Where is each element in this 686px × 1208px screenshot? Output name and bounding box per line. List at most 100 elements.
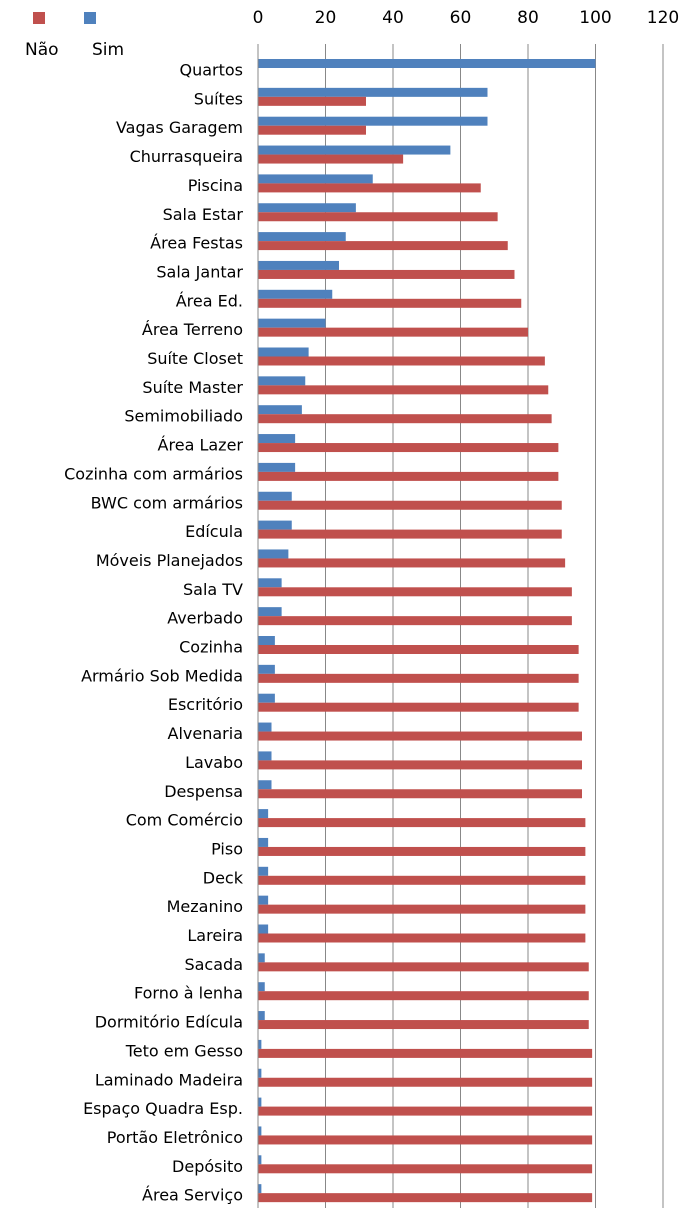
y-tick-label: Suítes — [194, 89, 243, 108]
y-tick-label: Suíte Closet — [147, 349, 243, 368]
bar — [258, 232, 346, 242]
y-tick-label: Piscina — [188, 176, 243, 195]
bar — [258, 982, 265, 992]
bar — [258, 1020, 589, 1030]
bar — [258, 203, 356, 213]
y-tick-label: Vagas Garagem — [116, 118, 243, 137]
bar — [258, 87, 488, 97]
bar — [258, 722, 272, 732]
bar — [258, 636, 275, 645]
y-tick-label: Sala Estar — [163, 205, 244, 224]
y-tick-label: Dormitório Edícula — [95, 1013, 243, 1032]
y-tick-label: Área Festas — [150, 234, 243, 253]
bar — [258, 183, 481, 193]
bar — [258, 616, 572, 626]
bar — [258, 145, 451, 155]
bar — [258, 125, 366, 135]
bar — [258, 434, 296, 444]
bar — [258, 520, 292, 530]
y-tick-label: Área Lazer — [158, 436, 244, 455]
x-tick-label: 100 — [579, 8, 611, 28]
bar — [258, 1048, 593, 1058]
bar — [258, 953, 265, 963]
bar — [258, 405, 302, 415]
bar — [258, 356, 545, 366]
bar — [258, 327, 528, 337]
bar — [258, 875, 586, 885]
bar — [258, 587, 572, 597]
y-tick-label: Edícula — [185, 522, 243, 541]
bar — [258, 578, 282, 588]
y-tick-label: Depósito — [172, 1157, 243, 1176]
bar — [258, 116, 488, 126]
bar — [258, 549, 289, 559]
x-tick-label: 120 — [647, 8, 679, 28]
bar — [258, 347, 309, 357]
x-tick-label: 60 — [450, 8, 472, 28]
bar — [258, 1126, 262, 1136]
legend-label: Não — [25, 40, 59, 60]
y-tick-label: BWC com armários — [91, 493, 243, 512]
bar — [258, 174, 373, 184]
bar — [258, 702, 579, 712]
bar — [258, 1077, 593, 1087]
y-tick-label: Suíte Master — [142, 378, 243, 397]
y-tick-label: Sala Jantar — [156, 262, 243, 281]
y-tick-label: Espaço Quadra Esp. — [83, 1099, 243, 1118]
bar — [258, 1039, 262, 1049]
bar — [258, 462, 296, 472]
bar — [258, 414, 552, 424]
bar — [258, 1068, 262, 1078]
y-tick-label: Averbado — [167, 609, 243, 628]
bar — [258, 298, 522, 308]
x-tick-label: 20 — [315, 8, 337, 28]
y-tick-label: Churrasqueira — [130, 147, 243, 166]
bar — [258, 780, 272, 790]
bar — [258, 558, 566, 568]
bar — [258, 760, 582, 770]
bar — [258, 731, 582, 741]
y-tick-label: Lareira — [187, 926, 243, 945]
bar — [258, 1097, 262, 1107]
y-tick-label: Armário Sob Medida — [81, 666, 243, 685]
bar — [258, 212, 498, 222]
bar — [258, 673, 579, 683]
y-tick-label: Sacada — [184, 955, 243, 974]
legend-swatch — [33, 12, 45, 24]
y-tick-label: Portão Eletrônico — [107, 1128, 243, 1147]
bar — [258, 751, 272, 761]
y-tick-label: Lavabo — [185, 753, 243, 772]
bar — [258, 318, 326, 328]
bar — [258, 818, 586, 828]
y-tick-label: Cozinha — [179, 638, 243, 657]
y-tick-label: Laminado Madeira — [95, 1070, 243, 1089]
bar — [258, 500, 562, 510]
bar — [258, 1184, 262, 1194]
bar — [258, 866, 269, 876]
bar — [258, 645, 579, 654]
y-tick-label: Área Serviço — [142, 1186, 243, 1205]
y-tick-label: Mezanino — [167, 897, 243, 916]
x-tick-label: 80 — [517, 8, 539, 28]
bar — [258, 260, 339, 270]
bar — [258, 904, 586, 914]
bar — [258, 1106, 593, 1116]
bar — [258, 385, 549, 395]
legend-label: Sim — [92, 40, 124, 60]
y-tick-label: Com Comércio — [126, 811, 243, 830]
bar — [258, 933, 586, 943]
bar — [258, 269, 515, 279]
bar — [258, 924, 269, 934]
bar — [258, 491, 292, 501]
bar — [258, 837, 269, 847]
bar — [258, 241, 508, 251]
bar — [258, 96, 366, 106]
bar — [258, 1135, 593, 1145]
bar — [258, 789, 582, 799]
bar — [258, 376, 306, 386]
legend-swatch — [84, 12, 96, 24]
bar — [258, 1155, 262, 1165]
x-tick-label: 0 — [253, 8, 264, 28]
bar — [258, 809, 269, 819]
